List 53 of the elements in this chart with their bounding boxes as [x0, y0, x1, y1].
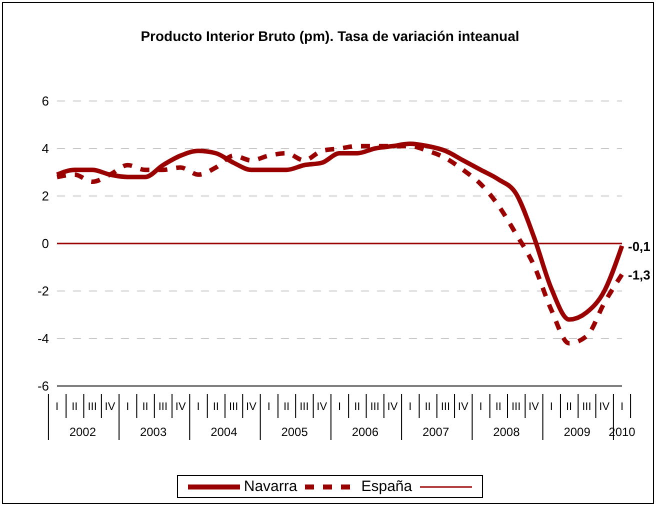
y-tick-label: 6 — [42, 94, 49, 109]
x-tick-label: II — [212, 401, 219, 413]
x-tick-label: I — [267, 401, 270, 413]
x-tick-label: I — [55, 401, 59, 413]
x-tick-label: IV — [175, 401, 186, 413]
y-tick-label: 2 — [42, 188, 49, 204]
text: 2003 — [140, 425, 167, 439]
text: 2006 — [352, 425, 379, 439]
y-tick-label: -4 — [37, 331, 49, 346]
x-tick-label: IV — [458, 401, 469, 413]
x-tick-label: II — [142, 401, 148, 413]
text: 2005 — [281, 425, 308, 439]
x-tick-label: II — [566, 401, 572, 413]
text: 2009 — [564, 425, 591, 439]
x-tick-label: I — [620, 401, 624, 413]
x-tick-label: I — [550, 401, 553, 413]
x-tick-label: II — [424, 401, 431, 413]
y-tick-label: -2 — [37, 284, 49, 299]
data-label: -1,3 — [628, 267, 650, 282]
x-tick-label: IV — [599, 401, 610, 413]
x-tick-label: II — [495, 401, 502, 413]
legend-label: Navarra — [244, 478, 298, 495]
x-tick-label: II — [283, 401, 290, 413]
x-tick-label: IV — [104, 401, 116, 413]
x-tick-label: II — [72, 401, 78, 413]
x-tick-label: III — [370, 401, 380, 413]
chart-title: Producto Interior Bruto (pm). Tasa de variación inteanual — [140, 28, 520, 44]
y-tick-label: 4 — [42, 141, 49, 156]
x-tick-label: IV — [246, 401, 258, 413]
x-tick-label: III — [582, 401, 592, 413]
x-tick-label: IV — [387, 401, 398, 413]
x-tick-label: III — [228, 401, 238, 413]
y-tick-label: -6 — [37, 378, 49, 394]
x-tick-label: III — [300, 401, 309, 413]
legend-label: España — [361, 478, 412, 495]
x-tick-label: I — [479, 401, 482, 413]
x-tick-label: I — [126, 401, 130, 413]
x-tick-label: I — [196, 401, 200, 413]
text: 2004 — [210, 425, 238, 439]
x-tick-label: III — [440, 401, 450, 413]
text: 2007 — [422, 425, 450, 439]
x-tick-label: I — [338, 401, 342, 413]
x-tick-label: I — [408, 401, 412, 413]
x-tick-label: III — [511, 401, 521, 413]
x-tick-label: III — [158, 401, 168, 413]
y-tick-label: 0 — [42, 236, 49, 252]
x-tick-label: III — [88, 401, 97, 413]
text: 2008 — [493, 425, 520, 439]
data-label: -0,1 — [628, 238, 650, 254]
x-tick-label: II — [354, 401, 360, 413]
x-tick-label: IV — [316, 401, 328, 413]
text: 2002 — [69, 425, 96, 439]
x-tick-label: IV — [528, 401, 540, 413]
